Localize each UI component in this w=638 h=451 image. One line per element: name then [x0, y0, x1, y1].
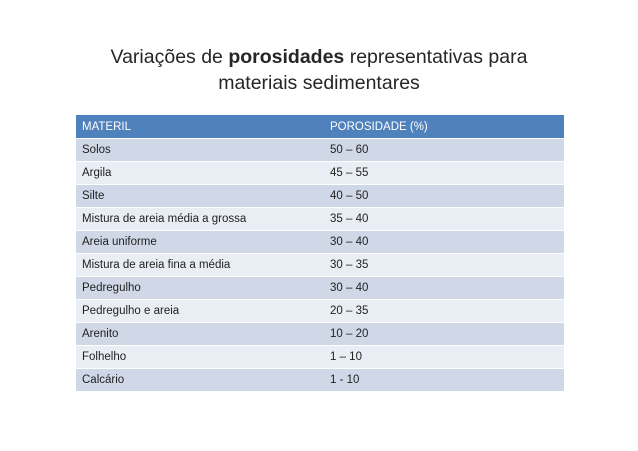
title-line-2: materiais sedimentares [218, 72, 420, 94]
cell-material: Arenito [76, 322, 324, 346]
cell-porosity: 50 – 60 [324, 138, 564, 162]
cell-material: Silte [76, 184, 324, 208]
cell-material: Mistura de areia fina a média [76, 253, 324, 277]
cell-material: Folhelho [76, 345, 324, 369]
title-text-pre: Variações de [110, 46, 229, 68]
cell-material: Calcário [76, 368, 324, 392]
porosity-table: MATERIL POROSIDADE (%) Solos 50 – 60 Arg… [76, 115, 564, 392]
table-row: Folhelho 1 – 10 [76, 345, 564, 369]
cell-porosity: 1 - 10 [324, 368, 564, 392]
table-row: Mistura de areia média a grossa 35 – 40 [76, 207, 564, 231]
table-row: Arenito 10 – 20 [76, 322, 564, 346]
cell-material: Solos [76, 138, 324, 162]
cell-material: Pedregulho [76, 276, 324, 300]
cell-porosity: 30 – 40 [324, 276, 564, 300]
header-porosity: POROSIDADE (%) [324, 115, 564, 139]
table-row: Areia uniforme 30 – 40 [76, 230, 564, 254]
cell-material: Pedregulho e areia [76, 299, 324, 323]
cell-porosity: 45 – 55 [324, 161, 564, 185]
title-text-bold: porosidades [228, 46, 345, 68]
table-header-row: MATERIL POROSIDADE (%) [76, 115, 564, 139]
cell-material: Argila [76, 161, 324, 185]
cell-porosity: 30 – 35 [324, 253, 564, 277]
cell-porosity: 10 – 20 [324, 322, 564, 346]
table-row: Solos 50 – 60 [76, 138, 564, 162]
title-line-1: Variações de porosidades representativas… [60, 44, 578, 70]
cell-porosity: 20 – 35 [324, 299, 564, 323]
table-body: Solos 50 – 60 Argila 45 – 55 Silte 40 – … [76, 138, 564, 392]
table-row: Calcário 1 - 10 [76, 368, 564, 392]
table-row: Pedregulho 30 – 40 [76, 276, 564, 300]
cell-porosity: 35 – 40 [324, 207, 564, 231]
title-text-post: representativas para [344, 46, 528, 68]
cell-material: Mistura de areia média a grossa [76, 207, 324, 231]
table-row: Pedregulho e areia 20 – 35 [76, 299, 564, 323]
table-row: Silte 40 – 50 [76, 184, 564, 208]
cell-porosity: 1 – 10 [324, 345, 564, 369]
slide-title: Variações de porosidades representativas… [60, 44, 578, 96]
cell-porosity: 40 – 50 [324, 184, 564, 208]
header-material: MATERIL [76, 115, 324, 139]
table-row: Argila 45 – 55 [76, 161, 564, 185]
cell-porosity: 30 – 40 [324, 230, 564, 254]
cell-material: Areia uniforme [76, 230, 324, 254]
table-row: Mistura de areia fina a média 30 – 35 [76, 253, 564, 277]
